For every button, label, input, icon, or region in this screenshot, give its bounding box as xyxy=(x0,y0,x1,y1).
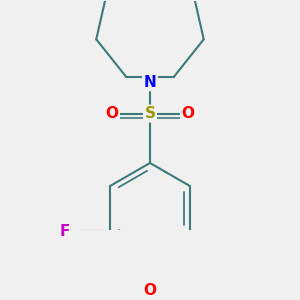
Text: O: O xyxy=(182,106,194,121)
Text: O: O xyxy=(106,106,118,121)
Text: S: S xyxy=(145,106,155,121)
Text: N: N xyxy=(144,75,156,90)
Text: F: F xyxy=(60,224,70,239)
Text: O: O xyxy=(143,283,157,298)
